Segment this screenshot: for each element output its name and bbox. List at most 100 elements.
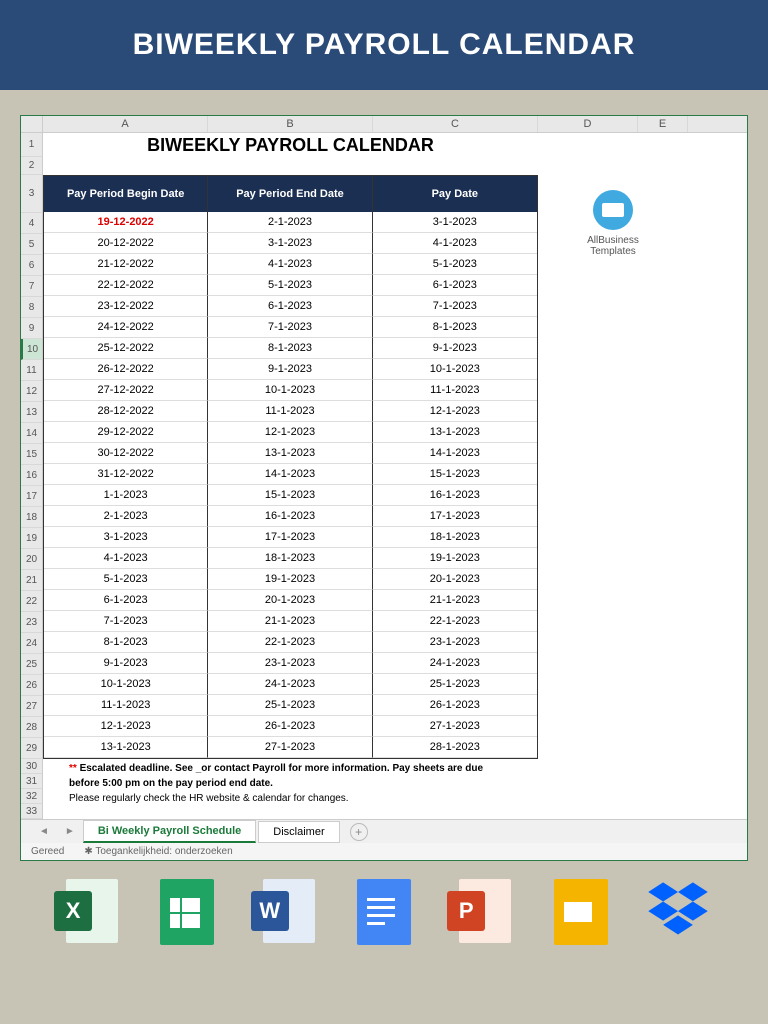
cell-end[interactable]: 12-1-2023 [208, 422, 372, 443]
cell-begin[interactable]: 21-12-2022 [44, 254, 208, 275]
row-header[interactable]: 8 [21, 297, 42, 318]
cell-pay[interactable]: 5-1-2023 [373, 254, 537, 275]
table-row[interactable]: 7-1-202321-1-202322-1-2023 [44, 611, 537, 632]
cell-begin[interactable]: 3-1-2023 [44, 527, 208, 548]
cell-begin[interactable]: 6-1-2023 [44, 590, 208, 611]
cell-end[interactable]: 19-1-2023 [208, 569, 372, 590]
cell-begin[interactable]: 22-12-2022 [44, 275, 208, 296]
cell-pay[interactable]: 23-1-2023 [373, 632, 537, 653]
cell-end[interactable]: 6-1-2023 [208, 296, 372, 317]
cell-end[interactable]: 7-1-2023 [208, 317, 372, 338]
google-sheets-icon[interactable] [152, 876, 222, 946]
cell-begin[interactable]: 31-12-2022 [44, 464, 208, 485]
row-header[interactable]: 26 [21, 675, 42, 696]
cell-pay[interactable]: 27-1-2023 [373, 716, 537, 737]
table-row[interactable]: 22-12-20225-1-20236-1-2023 [44, 275, 537, 296]
col-header-B[interactable]: B [208, 116, 373, 132]
cell-begin[interactable]: 7-1-2023 [44, 611, 208, 632]
row-header[interactable]: 4 [21, 213, 42, 234]
cell-begin[interactable]: 30-12-2022 [44, 443, 208, 464]
row-header[interactable]: 14 [21, 423, 42, 444]
cell-begin[interactable]: 2-1-2023 [44, 506, 208, 527]
row-header[interactable]: 6 [21, 255, 42, 276]
cell-end[interactable]: 22-1-2023 [208, 632, 372, 653]
tab-active[interactable]: Bi Weekly Payroll Schedule [83, 820, 256, 843]
cell-begin[interactable]: 20-12-2022 [44, 233, 208, 254]
table-row[interactable]: 27-12-202210-1-202311-1-2023 [44, 380, 537, 401]
cell-pay[interactable]: 3-1-2023 [373, 212, 537, 233]
row-header[interactable]: 2 [21, 157, 42, 175]
cell-pay[interactable]: 20-1-2023 [373, 569, 537, 590]
cell-end[interactable]: 5-1-2023 [208, 275, 372, 296]
table-row[interactable]: 30-12-202213-1-202314-1-2023 [44, 443, 537, 464]
tab-nav-next-icon[interactable]: ► [65, 826, 75, 837]
cell-pay[interactable]: 25-1-2023 [373, 674, 537, 695]
table-row[interactable]: 29-12-202212-1-202313-1-2023 [44, 422, 537, 443]
cell-begin[interactable]: 19-12-2022 [44, 212, 208, 233]
cell-begin[interactable]: 8-1-2023 [44, 632, 208, 653]
table-row[interactable]: 24-12-20227-1-20238-1-2023 [44, 317, 537, 338]
cells-area[interactable]: BIWEEKLY PAYROLL CALENDAR Pay Period Beg… [43, 133, 747, 819]
row-header[interactable]: 5 [21, 234, 42, 255]
row-header[interactable]: 7 [21, 276, 42, 297]
cell-end[interactable]: 16-1-2023 [208, 506, 372, 527]
cell-pay[interactable]: 22-1-2023 [373, 611, 537, 632]
cell-begin[interactable]: 4-1-2023 [44, 548, 208, 569]
word-icon[interactable]: W [251, 876, 321, 946]
col-header-E[interactable]: E [638, 116, 688, 132]
cell-pay[interactable]: 28-1-2023 [373, 737, 537, 758]
col-header-C[interactable]: C [373, 116, 538, 132]
cell-pay[interactable]: 12-1-2023 [373, 401, 537, 422]
cell-end[interactable]: 24-1-2023 [208, 674, 372, 695]
cell-end[interactable]: 17-1-2023 [208, 527, 372, 548]
row-header[interactable]: 33 [21, 804, 42, 819]
table-row[interactable]: 21-12-20224-1-20235-1-2023 [44, 254, 537, 275]
cell-begin[interactable]: 12-1-2023 [44, 716, 208, 737]
dropbox-icon[interactable] [644, 876, 714, 946]
cell-begin[interactable]: 25-12-2022 [44, 338, 208, 359]
row-header[interactable]: 3 [21, 175, 42, 213]
cell-begin[interactable]: 23-12-2022 [44, 296, 208, 317]
tab-disclaimer[interactable]: Disclaimer [258, 821, 339, 843]
cell-end[interactable]: 21-1-2023 [208, 611, 372, 632]
cell-end[interactable]: 10-1-2023 [208, 380, 372, 401]
cell-pay[interactable]: 18-1-2023 [373, 527, 537, 548]
table-row[interactable]: 8-1-202322-1-202323-1-2023 [44, 632, 537, 653]
tab-nav-prev-icon[interactable]: ◄ [39, 826, 49, 837]
select-all-corner[interactable] [21, 116, 43, 132]
cell-end[interactable]: 9-1-2023 [208, 359, 372, 380]
cell-pay[interactable]: 24-1-2023 [373, 653, 537, 674]
cell-end[interactable]: 20-1-2023 [208, 590, 372, 611]
cell-begin[interactable]: 5-1-2023 [44, 569, 208, 590]
col-header-A[interactable]: A [43, 116, 208, 132]
cell-end[interactable]: 8-1-2023 [208, 338, 372, 359]
table-row[interactable]: 31-12-202214-1-202315-1-2023 [44, 464, 537, 485]
cell-begin[interactable]: 11-1-2023 [44, 695, 208, 716]
table-row[interactable]: 3-1-202317-1-202318-1-2023 [44, 527, 537, 548]
google-slides-icon[interactable] [546, 876, 616, 946]
cell-begin[interactable]: 9-1-2023 [44, 653, 208, 674]
row-header[interactable]: 16 [21, 465, 42, 486]
cell-end[interactable]: 27-1-2023 [208, 737, 372, 758]
cell-end[interactable]: 25-1-2023 [208, 695, 372, 716]
cell-begin[interactable]: 26-12-2022 [44, 359, 208, 380]
cell-pay[interactable]: 19-1-2023 [373, 548, 537, 569]
table-row[interactable]: 25-12-20228-1-20239-1-2023 [44, 338, 537, 359]
cell-begin[interactable]: 24-12-2022 [44, 317, 208, 338]
table-row[interactable]: 11-1-202325-1-202326-1-2023 [44, 695, 537, 716]
cell-pay[interactable]: 10-1-2023 [373, 359, 537, 380]
row-header[interactable]: 22 [21, 591, 42, 612]
row-header[interactable]: 27 [21, 696, 42, 717]
table-row[interactable]: 1-1-202315-1-202316-1-2023 [44, 485, 537, 506]
row-header[interactable]: 15 [21, 444, 42, 465]
cell-end[interactable]: 3-1-2023 [208, 233, 372, 254]
powerpoint-icon[interactable]: P [447, 876, 517, 946]
row-header[interactable]: 24 [21, 633, 42, 654]
table-row[interactable]: 28-12-202211-1-202312-1-2023 [44, 401, 537, 422]
row-header[interactable]: 28 [21, 717, 42, 738]
row-header[interactable]: 29 [21, 738, 42, 759]
table-row[interactable]: 19-12-20222-1-20233-1-2023 [44, 212, 537, 233]
cell-pay[interactable]: 9-1-2023 [373, 338, 537, 359]
cell-end[interactable]: 2-1-2023 [208, 212, 372, 233]
table-row[interactable]: 5-1-202319-1-202320-1-2023 [44, 569, 537, 590]
